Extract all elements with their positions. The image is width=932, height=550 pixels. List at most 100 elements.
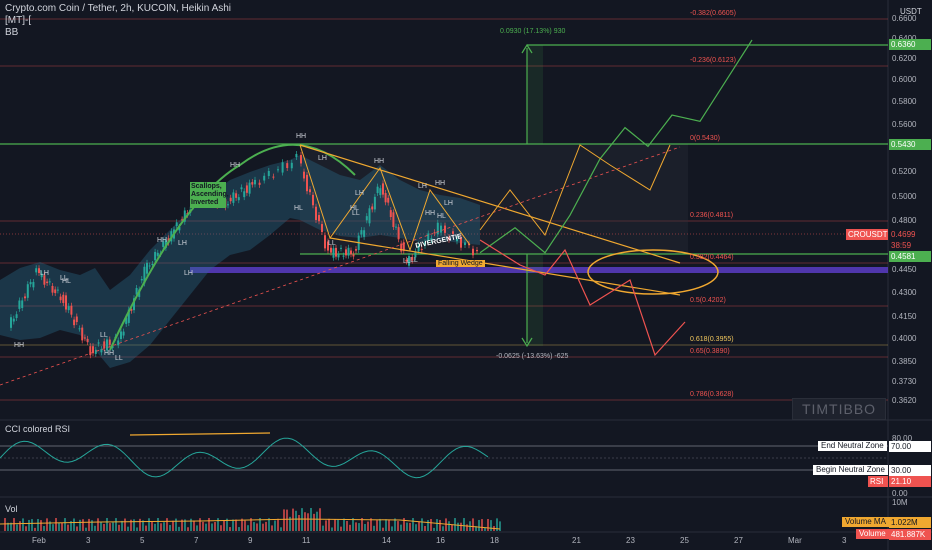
volume-bar [370,518,372,531]
volume-ma-line [0,518,501,530]
candle-body [300,155,302,164]
volume-bar [241,518,243,531]
volume-bar [274,520,276,531]
swing-label: LL [403,258,411,265]
indicator-bb-label[interactable]: BB [5,27,19,38]
volume-bar [400,524,402,531]
volume-bar [109,523,111,531]
volume-bar [130,519,132,531]
candle-body [427,233,430,241]
measure-down-box [527,254,543,346]
candle-body [81,327,84,341]
indicator-mt-label[interactable]: [MT]-[ [5,15,32,26]
volume-bar [13,518,15,531]
fib-level-label: 0.786(0.3628) [690,391,734,398]
volume-bar [229,527,231,531]
volume-bar [280,527,282,531]
volume-bar [175,518,177,531]
swing-label: HL [350,205,359,212]
candle-body [332,248,335,258]
volume-bar [397,521,399,531]
candle-body [21,300,24,309]
wedge-upper [299,144,681,264]
candle-body [117,340,120,346]
candle-body [67,306,70,311]
candle-body [337,254,340,258]
volume-bar [448,521,450,531]
time-tick: 27 [734,536,743,545]
candle-body [448,237,450,240]
volume-bar [97,518,99,531]
volume-bar [136,527,138,531]
candle-body [365,216,368,221]
candle-body [140,279,143,281]
volume-bar [406,522,408,531]
candle-body [295,153,298,158]
volume-bar [262,523,264,531]
volume-bar [199,518,201,531]
volume-bar [394,518,396,531]
swing-label: HH [425,210,436,217]
candle-body [306,174,308,192]
candle-body [156,252,159,256]
swing-label: HH [157,237,168,244]
volume-bar [73,518,75,531]
swing-label: HH [296,133,307,140]
candle-body [345,249,347,256]
volume-bar [7,522,9,531]
volume-bar [316,511,318,531]
candle-body [267,170,270,177]
volume-bar [385,519,387,531]
symbol-title[interactable]: Crypto.com Coin / Tether, 2h, KUCOIN, He… [5,3,232,14]
candle-body [240,187,243,190]
volume-panel-title[interactable]: Vol [5,504,18,514]
time-tick: 11 [302,536,311,545]
volume-bar [268,518,270,531]
price-tick: 0.4450 [892,265,917,274]
candle-body [464,242,466,246]
candle-body [178,226,181,231]
candle-body [12,318,15,322]
swing-label: LL [352,210,360,217]
volume-bar [40,520,42,531]
volume-bar [478,519,480,531]
volume-bar [325,520,327,531]
volume-bar [61,522,63,531]
volume-bar [295,510,297,531]
volume-bar [367,521,369,531]
candle-body [476,249,478,252]
candle-body [444,225,446,233]
candle-body [456,238,458,242]
volume-bar [349,524,351,531]
candle-body [251,182,254,185]
price-tick: 0.5200 [892,167,917,176]
target-price-tag: 0.6360 [889,39,931,50]
candle-body [73,319,76,326]
candle-body [436,222,439,235]
swing-label: HH [435,180,446,187]
candle-body [62,294,65,303]
volume-bar [115,518,117,531]
volume-bar [487,519,489,531]
swing-label: LL [115,355,123,362]
volume-bar [304,512,306,531]
volume-bar [256,523,258,531]
volume-bar [427,520,429,531]
rsi-tick-0: 0.00 [892,489,908,498]
projection-orange-line [479,144,671,237]
volume-bar [28,519,30,531]
candle-body [130,309,133,311]
rsi-panel-title[interactable]: CCI colored RSI [5,424,71,434]
swing-label: LL [328,240,336,247]
time-tick: Mar [788,536,802,545]
chart-header: Crypto.com Coin / Tether, 2h, KUCOIN, He… [5,3,231,39]
time-tick: Feb [32,536,46,545]
projection-up-line [479,39,753,254]
volume-bar [91,520,93,531]
candle-body [154,251,157,261]
candle-body [371,206,374,210]
pattern-box: Scallops, Ascending, Inverted [190,182,229,208]
candle-body [248,182,251,194]
candle-body [347,247,350,256]
